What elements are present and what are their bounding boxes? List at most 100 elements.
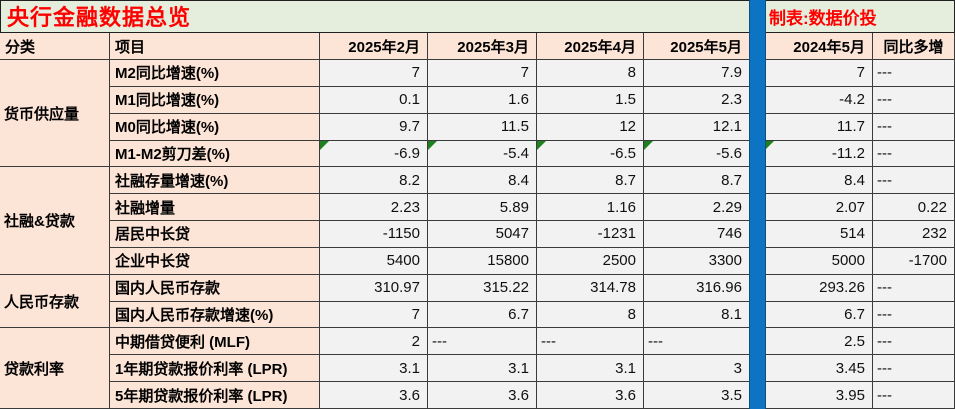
prev-year-value-cell[interactable]: 8.4 — [765, 167, 873, 195]
value-cell[interactable]: 11.5 — [428, 113, 537, 141]
value-cell[interactable]: -6.9 — [320, 140, 428, 168]
value-cell[interactable]: 7 — [320, 301, 428, 329]
prev-year-value-cell[interactable]: 2.5 — [765, 328, 873, 356]
value-cell[interactable]: 1.6 — [428, 86, 537, 114]
item-cell[interactable]: 社融增量 — [110, 194, 320, 222]
value-cell[interactable]: 12.1 — [644, 113, 750, 141]
value-cell[interactable]: 8.7 — [644, 167, 750, 195]
item-cell[interactable]: 5年期贷款报价利率 (LPR) — [110, 382, 320, 409]
category-cell[interactable]: 人民币存款 — [0, 274, 110, 329]
prev-year-value-cell[interactable]: -11.2 — [765, 140, 873, 168]
category-cell[interactable]: 贷款利率 — [0, 328, 110, 409]
value-cell[interactable]: 7 — [428, 60, 537, 87]
prev-year-value-cell[interactable]: 7 — [765, 60, 873, 87]
title-cell[interactable]: 央行金融数据总览 — [0, 0, 750, 32]
yoy-value-cell[interactable]: --- — [873, 167, 955, 195]
value-cell[interactable]: 3.6 — [428, 382, 537, 409]
value-cell[interactable]: --- — [644, 328, 750, 356]
item-cell[interactable]: M1-M2剪刀差(%) — [110, 140, 320, 168]
value-cell[interactable]: 314.78 — [537, 274, 644, 302]
header-month-3[interactable]: 2025年4月 — [537, 33, 644, 60]
yoy-value-cell[interactable]: --- — [873, 140, 955, 168]
value-cell[interactable]: -1150 — [320, 221, 428, 248]
value-cell[interactable]: 3.1 — [320, 355, 428, 383]
header-item[interactable]: 项目 — [110, 33, 320, 60]
header-month-2[interactable]: 2025年3月 — [428, 33, 537, 60]
yoy-value-cell[interactable]: --- — [873, 113, 955, 141]
value-cell[interactable]: 5047 — [428, 221, 537, 248]
item-cell[interactable]: 社融存量增速(%) — [110, 167, 320, 195]
yoy-value-cell[interactable]: 0.22 — [873, 194, 955, 222]
value-cell[interactable]: 6.7 — [428, 301, 537, 329]
item-cell[interactable]: 国内人民币存款增速(%) — [110, 301, 320, 329]
value-cell[interactable]: -5.4 — [428, 140, 537, 168]
value-cell[interactable]: 3.6 — [320, 382, 428, 409]
value-cell[interactable]: 8.1 — [644, 301, 750, 329]
value-cell[interactable]: 8.7 — [537, 167, 644, 195]
prev-year-value-cell[interactable]: -4.2 — [765, 86, 873, 114]
value-cell[interactable]: --- — [428, 328, 537, 356]
yoy-value-cell[interactable]: -1700 — [873, 247, 955, 275]
item-cell[interactable]: M2同比增速(%) — [110, 60, 320, 87]
prev-year-value-cell[interactable]: 11.7 — [765, 113, 873, 141]
value-cell[interactable]: 8 — [537, 60, 644, 87]
value-cell[interactable]: 2500 — [537, 247, 644, 275]
value-cell[interactable]: 3.6 — [537, 382, 644, 409]
value-cell[interactable]: 3.1 — [537, 355, 644, 383]
item-cell[interactable]: M0同比增速(%) — [110, 113, 320, 141]
prev-year-value-cell[interactable]: 2.07 — [765, 194, 873, 222]
yoy-value-cell[interactable]: --- — [873, 274, 955, 302]
value-cell[interactable]: 310.97 — [320, 274, 428, 302]
credit-cell[interactable]: 制表:数据价投 — [765, 0, 955, 32]
value-cell[interactable]: 2 — [320, 328, 428, 356]
item-cell[interactable]: 企业中长贷 — [110, 247, 320, 275]
value-cell[interactable]: -5.6 — [644, 140, 750, 168]
value-cell[interactable]: 5400 — [320, 247, 428, 275]
value-cell[interactable]: 7.9 — [644, 60, 750, 87]
value-cell[interactable]: 8.2 — [320, 167, 428, 195]
header-yoy[interactable]: 同比多增 — [873, 33, 955, 60]
yoy-value-cell[interactable]: --- — [873, 382, 955, 409]
value-cell[interactable]: 9.7 — [320, 113, 428, 141]
value-cell[interactable]: 316.96 — [644, 274, 750, 302]
value-cell[interactable]: 5.89 — [428, 194, 537, 222]
value-cell[interactable]: 8.4 — [428, 167, 537, 195]
header-prev-year[interactable]: 2024年5月 — [765, 33, 873, 60]
value-cell[interactable]: 3300 — [644, 247, 750, 275]
value-cell[interactable]: 1.16 — [537, 194, 644, 222]
item-cell[interactable]: 1年期贷款报价利率 (LPR) — [110, 355, 320, 383]
value-cell[interactable]: 2.29 — [644, 194, 750, 222]
value-cell[interactable]: 2.23 — [320, 194, 428, 222]
prev-year-value-cell[interactable]: 6.7 — [765, 301, 873, 329]
prev-year-value-cell[interactable]: 514 — [765, 221, 873, 248]
header-month-1[interactable]: 2025年2月 — [320, 33, 428, 60]
value-cell[interactable]: -1231 — [537, 221, 644, 248]
value-cell[interactable]: 7 — [320, 60, 428, 87]
category-cell[interactable]: 货币供应量 — [0, 60, 110, 168]
category-cell[interactable]: 社融&贷款 — [0, 167, 110, 275]
yoy-value-cell[interactable]: --- — [873, 60, 955, 87]
value-cell[interactable]: 3.5 — [644, 382, 750, 409]
value-cell[interactable]: 1.5 — [537, 86, 644, 114]
value-cell[interactable]: -6.5 — [537, 140, 644, 168]
yoy-value-cell[interactable]: --- — [873, 86, 955, 114]
item-cell[interactable]: M1同比增速(%) — [110, 86, 320, 114]
prev-year-value-cell[interactable]: 3.45 — [765, 355, 873, 383]
value-cell[interactable]: 15800 — [428, 247, 537, 275]
value-cell[interactable]: 12 — [537, 113, 644, 141]
value-cell[interactable]: --- — [537, 328, 644, 356]
value-cell[interactable]: 3.1 — [428, 355, 537, 383]
prev-year-value-cell[interactable]: 5000 — [765, 247, 873, 275]
value-cell[interactable]: 2.3 — [644, 86, 750, 114]
prev-year-value-cell[interactable]: 3.95 — [765, 382, 873, 409]
value-cell[interactable]: 315.22 — [428, 274, 537, 302]
header-category[interactable]: 分类 — [0, 33, 110, 60]
header-month-4[interactable]: 2025年5月 — [644, 33, 750, 60]
value-cell[interactable]: 0.1 — [320, 86, 428, 114]
value-cell[interactable]: 3 — [644, 355, 750, 383]
value-cell[interactable]: 746 — [644, 221, 750, 248]
yoy-value-cell[interactable]: --- — [873, 355, 955, 383]
yoy-value-cell[interactable]: --- — [873, 328, 955, 356]
yoy-value-cell[interactable]: --- — [873, 301, 955, 329]
item-cell[interactable]: 国内人民币存款 — [110, 274, 320, 302]
